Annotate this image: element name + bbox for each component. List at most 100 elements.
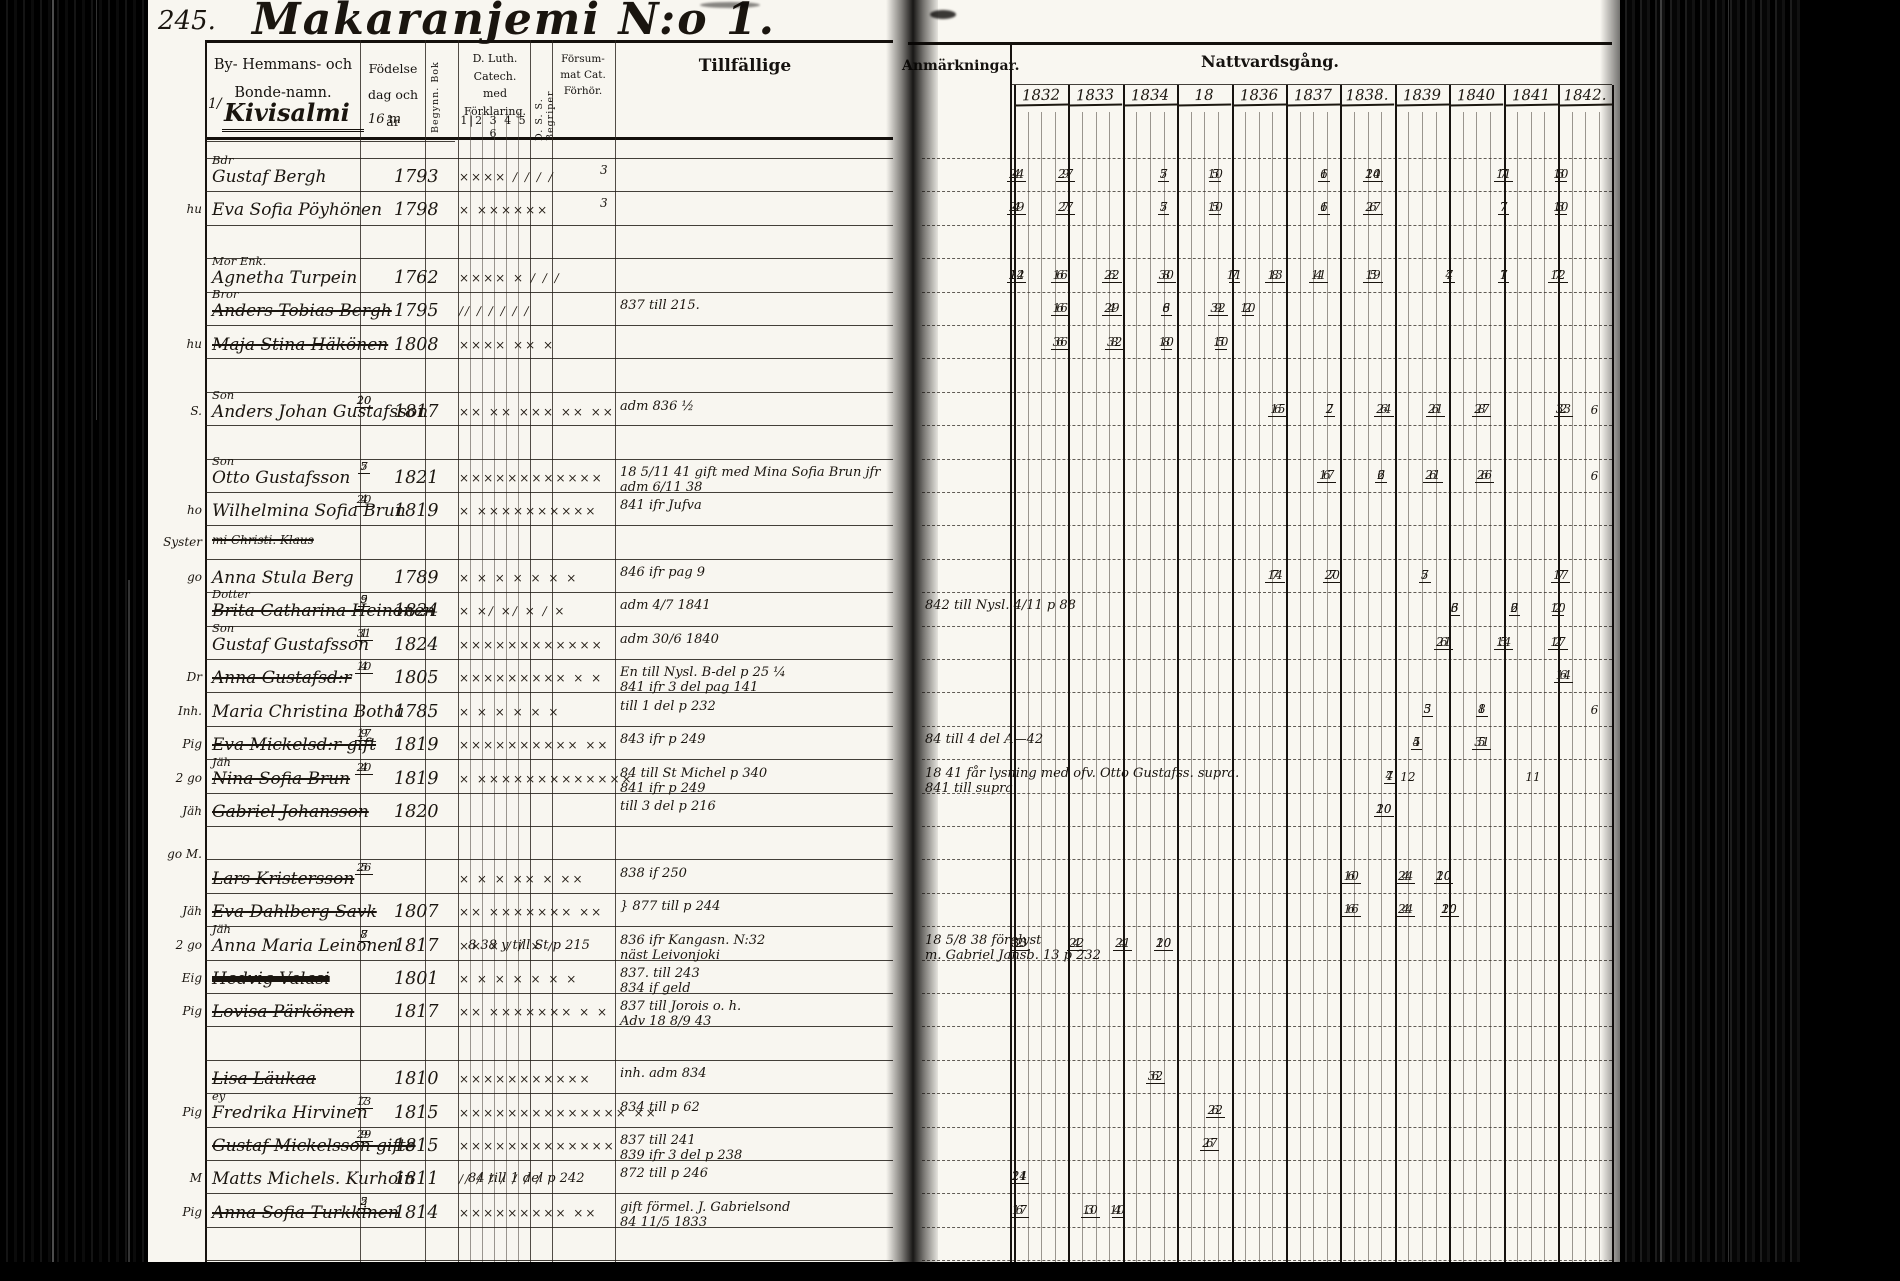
catechism-marks: ×× ×× ××× ×× ×× <box>459 405 615 419</box>
tillfallige-note: En till Nysl. B-del p 25 ¼ 841 ifr 3 del… <box>620 665 786 695</box>
column-header-tillfallige: Tillfällige <box>698 56 792 76</box>
catechism-marks: ×× ××××××× × × <box>459 1005 610 1019</box>
person-name: Otto Gustafsson <box>212 468 351 488</box>
tillfallige-note: 18 5/11 41 gift med Mina Sofia Brun jfr … <box>620 465 881 495</box>
scan-scratch <box>96 0 97 420</box>
catechism-marks: ××××××××× ×× <box>459 1206 598 1220</box>
page-edge-left <box>0 0 148 1281</box>
relation-label: Bdr <box>212 153 234 167</box>
relation-label: Mor Enk. <box>212 254 267 268</box>
person-name: Nina Sofia Brun <box>212 769 351 789</box>
birth-year: 1815 <box>394 1136 439 1156</box>
person-name: Eva Sofia Pöyhönen <box>212 200 383 220</box>
person-name: Anna Sofia Turkkinen <box>212 1203 399 1223</box>
birth-year: 1795 <box>394 301 439 321</box>
birth-year: 1819 <box>394 501 439 521</box>
margin-note: Pig <box>182 1205 202 1219</box>
person-name: Matts Michels. Kurhoin <box>212 1169 415 1189</box>
birth-year: 1824 <box>394 601 439 621</box>
birth-year: 1821 <box>394 468 439 488</box>
margin-note: Pig <box>182 1105 202 1119</box>
year-label: 1840 <box>1449 85 1504 107</box>
person-name: Lovisa Pärkönen <box>212 1002 355 1022</box>
tillfallige-note: 837. till 243 834 if geld <box>620 966 700 996</box>
tillfallige-note: 843 ifr p 249 <box>620 732 706 747</box>
catechism-marks: ×××××××××××× <box>459 471 604 485</box>
relation-label: Jäh <box>212 755 231 769</box>
catechism-marks: ×××××××××××××× ×× <box>459 1106 658 1120</box>
margin-note: Dr <box>186 670 202 684</box>
tillfallige-note: inh. adm 834 <box>620 1066 707 1081</box>
catechism-marks: × ×∕ ×∕ × ∕ × <box>459 604 567 618</box>
year-label: 1838. <box>1340 85 1395 107</box>
margin-note: Pig <box>182 737 202 751</box>
margin-note: go <box>187 570 202 584</box>
person-name: Brita Catharina Heinonen <box>212 601 436 621</box>
birth-year: 1785 <box>394 702 439 722</box>
margin-note: M <box>189 1171 202 1185</box>
margin-note: 2 go <box>175 938 202 952</box>
tillfallige-note: 84 till St Michel p 340 841 ifr p 249 <box>620 766 768 796</box>
tillfallige-note: till 1 del p 232 <box>620 699 716 714</box>
margin-note: ho <box>187 503 202 517</box>
catechism-marks: ×××× ∕ ∕ ∕ ∕ <box>459 170 555 184</box>
scan-scratch <box>1660 0 1662 1281</box>
page-number: 245. <box>158 6 216 36</box>
catechism-marks: ∕∕ ∕ ∕ ∕ ∕ ∕ ∕ <box>459 1172 543 1186</box>
tillfallige-note: adm 4/7 1841 <box>620 598 711 613</box>
column-header-abc-book: Begynn. Bok <box>430 61 441 133</box>
year-label: 1837 <box>1285 85 1341 107</box>
birth-year: 1814 <box>394 1203 439 1223</box>
catechism-marks: ×××× ×× × <box>459 338 556 352</box>
year-label: 1842. <box>1557 85 1613 107</box>
birth-year: 1810 <box>394 1069 439 1089</box>
anmarkning-note: 18 5/8 38 förelyst m. Gabriel Jansb. 13 … <box>925 933 1101 963</box>
birth-year: 1805 <box>394 668 439 688</box>
communion-date: 11 <box>1525 770 1541 784</box>
person-name: Gustaf Gustafsson <box>212 635 370 655</box>
birth-year: 1817 <box>394 402 439 422</box>
margin-note: Jäh <box>182 804 202 818</box>
margin-note: hu <box>186 202 202 216</box>
forhor-mark: 3 <box>600 163 608 177</box>
margin-note: Inh. <box>177 704 202 718</box>
year-label: 1841 <box>1503 85 1558 107</box>
ink-smudge <box>700 2 760 8</box>
year-label: 1834 <box>1122 85 1177 107</box>
volume-title: Makaranjemi N:o 1. <box>252 0 776 45</box>
ink-smudge <box>930 10 956 19</box>
communion-date: 6 <box>1590 403 1599 417</box>
inline-note: 8 38 y till St p 215 <box>468 938 590 953</box>
catechism-marks: ××××××××× × × <box>459 671 604 685</box>
birth-year: 1762 <box>394 268 439 288</box>
column-header-names: By- Hemmans- och Bonde-namn. <box>213 57 353 101</box>
birth-year: 1789 <box>394 568 439 588</box>
relation-label: ey <box>212 1089 226 1103</box>
birth-year: 1798 <box>394 200 439 220</box>
year-label: 18 <box>1177 85 1232 107</box>
margin-note: Jäh <box>182 904 202 918</box>
person-name: Anna Gustafsd:r <box>212 668 352 688</box>
scan-scratch <box>1728 0 1729 1281</box>
year-label: 1832 <box>1013 85 1069 107</box>
year-label: 1839 <box>1394 85 1449 107</box>
scan-scratch <box>52 0 54 1281</box>
catechism-marks: × × × × × × × <box>459 972 579 986</box>
person-name: Gabriel Johansson <box>212 802 369 822</box>
right-page <box>908 0 1620 1262</box>
margin-note: 2 go <box>175 771 202 785</box>
catechism-marks: ×××× × ∕ ∕ ∕ <box>459 271 561 285</box>
margin-note: hu <box>186 337 202 351</box>
catechism-marks: × ××××××××××××× <box>459 772 634 786</box>
tillfallige-note: 838 if 250 <box>620 866 687 881</box>
catechism-marks: × × × ×× × ×× <box>459 872 585 886</box>
column-header-forsummat: Försum- mat Cat. Förhör. <box>560 53 606 97</box>
relation-label: Bror <box>212 287 239 301</box>
catechism-marks: ××××××××××× <box>459 1072 592 1086</box>
catechism-marks: ×××××××××××× <box>459 638 604 652</box>
tillfallige-note: } 877 till p 244 <box>620 899 721 914</box>
birth-year: 1801 <box>394 969 439 989</box>
margin-note: Eig <box>181 971 202 985</box>
village-birth-cell: 16 m <box>368 112 402 127</box>
